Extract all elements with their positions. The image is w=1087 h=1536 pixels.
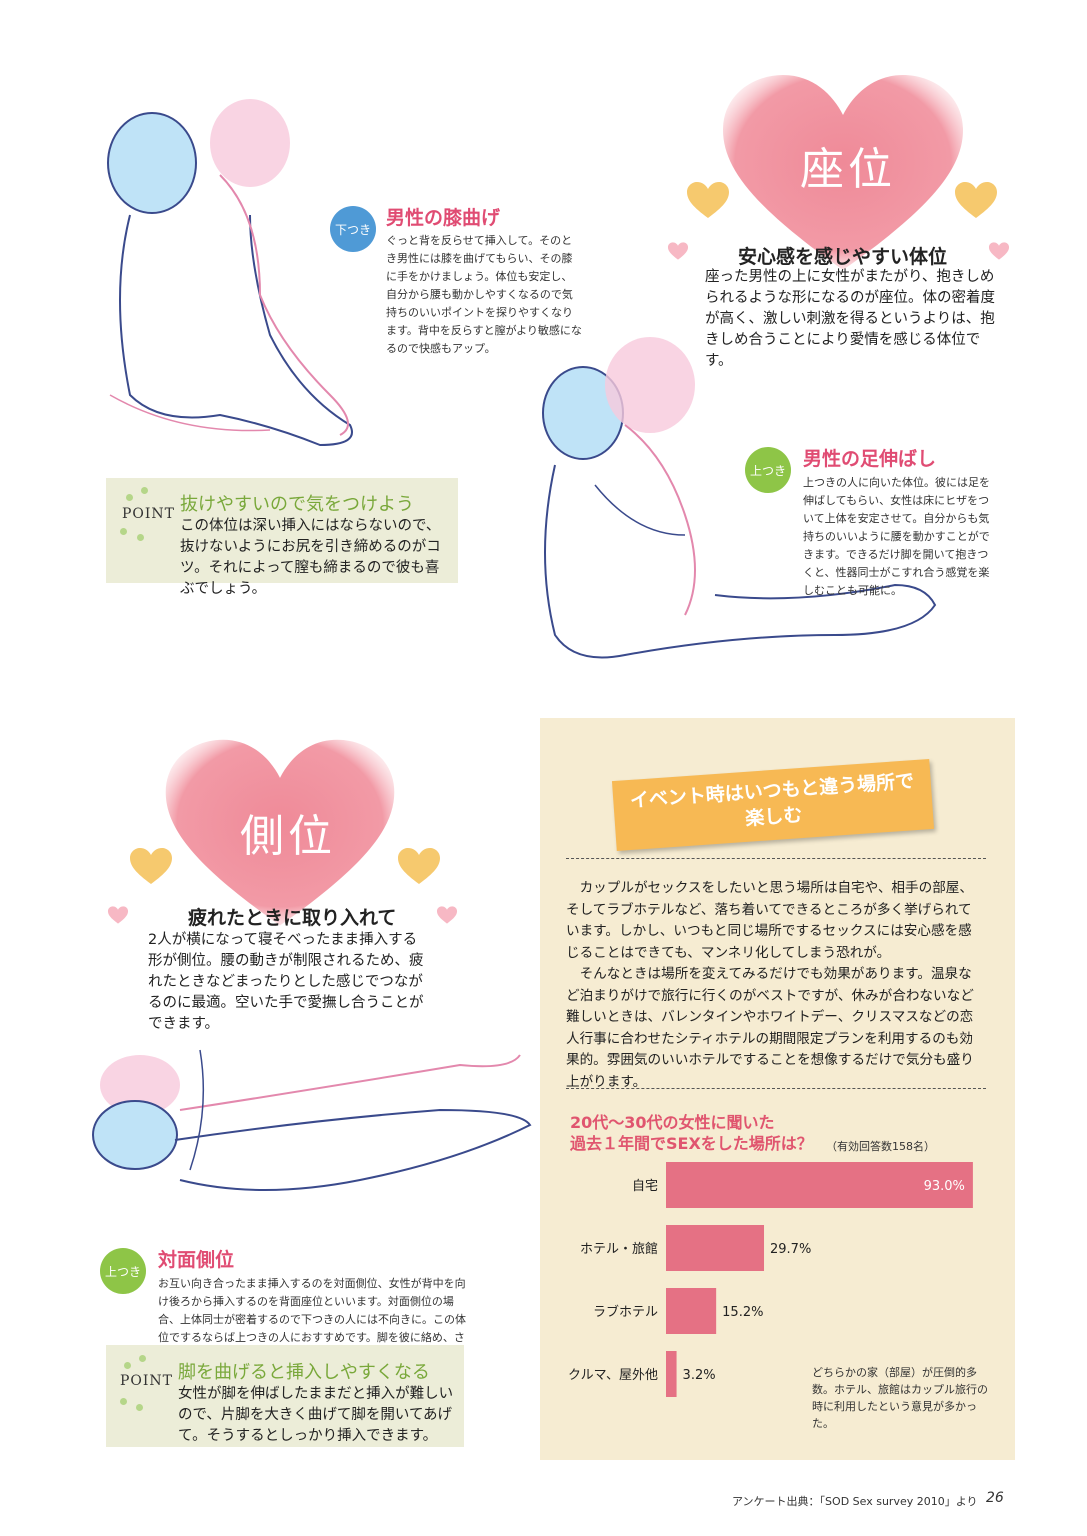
bar-category-label: クルマ、屋外他 [568, 1368, 658, 1383]
decorative-dot [137, 534, 144, 541]
bar-2 [666, 1288, 717, 1334]
bar-category-label: ホテル・旅館 [580, 1242, 658, 1257]
bar-1 [666, 1225, 765, 1271]
small-heart-icon [955, 182, 997, 218]
decorative-dot [124, 1362, 131, 1369]
point-box [106, 1345, 464, 1447]
survey-bar-chart: 自宅 93.0% ホテル・旅館 29.7% ラブホテル 15.2% クルマ、屋外他 3.2% [568, 1162, 973, 1397]
decorative-dot [139, 1355, 146, 1362]
tiny-heart-icon [667, 242, 689, 260]
decorative-dot [120, 528, 127, 535]
badge-uetsuki: 上つき [100, 1248, 146, 1294]
position-name: 男性の膝曲げ [386, 207, 501, 229]
point-title: 抜けやすいので気をつけよう [180, 494, 414, 515]
decorative-dot [126, 494, 133, 501]
illustration-seated-couple-right [542, 337, 937, 659]
dashed-divider [566, 1088, 986, 1089]
badge-uetsuki: 上つき [745, 447, 791, 493]
point-box [106, 478, 458, 583]
decorative-dot [120, 1398, 127, 1405]
point-title: 脚を曲げると挿入しやすくなる [178, 1362, 430, 1383]
small-heart-icon [398, 848, 440, 884]
survey-title-line1: 20代～30代の女性に聞いた [570, 1113, 775, 1132]
survey-title-line2: 過去１年間でSEXをした場所は？ [570, 1134, 813, 1153]
survey-source: アンケート出典：「SOD Sex survey 2010」より [732, 1495, 978, 1508]
page-number: 26 [986, 1490, 1004, 1506]
event-title-line2: 楽しむ [744, 804, 804, 830]
section-title-sokui: 側位 [240, 811, 336, 862]
bar-category-label: 自宅 [632, 1179, 658, 1194]
point-label: POINT [120, 1373, 174, 1389]
bar-0 [666, 1162, 973, 1208]
section-subtitle-zai: 安心感を感じやすい体位 [738, 246, 948, 268]
event-paragraph-1: カップルがセックスをしたいと思う場所は自宅や、相手の部屋、そしてラブホテルなど、… [566, 880, 973, 961]
event-paragraph-2: そんなときは場所を変えてみるだけでも効果があります。温泉など泊まりがけで旅行に行… [566, 966, 974, 1090]
position-name: 男性の足伸ばし [803, 448, 937, 470]
point-label: POINT [122, 506, 176, 522]
bar-category-label: ラブホテル [593, 1304, 658, 1320]
bar-value-label: 29.7% [770, 1242, 811, 1257]
section-intro-zai: 座った男性の上に女性がまたがり、抱きしめられるような形になるのが座位。体の密着度… [705, 269, 995, 369]
position-description: 上つきの人に向いた体位。彼には足を伸ばしてもらい、女性は床にヒザをついて上体を安… [803, 476, 990, 597]
heart-icon [723, 75, 963, 270]
badge-shitatsuki: 下つき [330, 206, 376, 252]
survey-note: どちらかの家（部屋）が圧倒的多数。ホテル、旅館はカップル旅行の時に利用したという… [812, 1366, 988, 1430]
survey-sample-size: （有効回答数158名） [826, 1140, 935, 1153]
illustration-lying-couple [92, 1049, 532, 1191]
section-title-zai: 座位 [800, 144, 896, 195]
heart-icon [165, 739, 395, 926]
point-text: 女性が脚を伸ばしたままだと挿入が難しいので、片脚を大きく曲げて脚を開いてあげて。… [178, 1386, 454, 1444]
dashed-divider [566, 858, 986, 859]
bar-value-label: 15.2% [722, 1305, 763, 1320]
bar-value-label: 3.2% [683, 1368, 716, 1383]
bar-3 [666, 1351, 677, 1397]
decorative-dot [136, 1404, 143, 1411]
event-title: イベント時はいつもと違う場所で 楽しむ [613, 767, 934, 841]
section-intro-sokui: 2人が横になって寝そべったまま挿入する形が側位。腰の動きが制限されるため、疲れた… [148, 932, 424, 1032]
small-heart-icon [130, 848, 172, 884]
tiny-heart-icon [436, 906, 458, 924]
point-text: この体位は深い挿入にはならないので、抜けないようにお尻を引き締めるのがコツ。それ… [180, 518, 441, 597]
small-heart-icon [687, 182, 729, 218]
section-subtitle-sokui: 疲れたときに取り入れて [188, 907, 397, 929]
decorative-dot [141, 487, 148, 494]
tiny-heart-icon [988, 242, 1010, 260]
illustration-seated-couple-top-left [107, 99, 353, 447]
tiny-heart-icon [107, 906, 129, 924]
bar-value-label: 93.0% [924, 1179, 965, 1194]
position-name: 対面側位 [158, 1249, 235, 1271]
position-description: ぐっと背を反らせて挿入して。そのとき男性には膝を曲げてもらい、その膝に手をかけま… [386, 234, 582, 355]
